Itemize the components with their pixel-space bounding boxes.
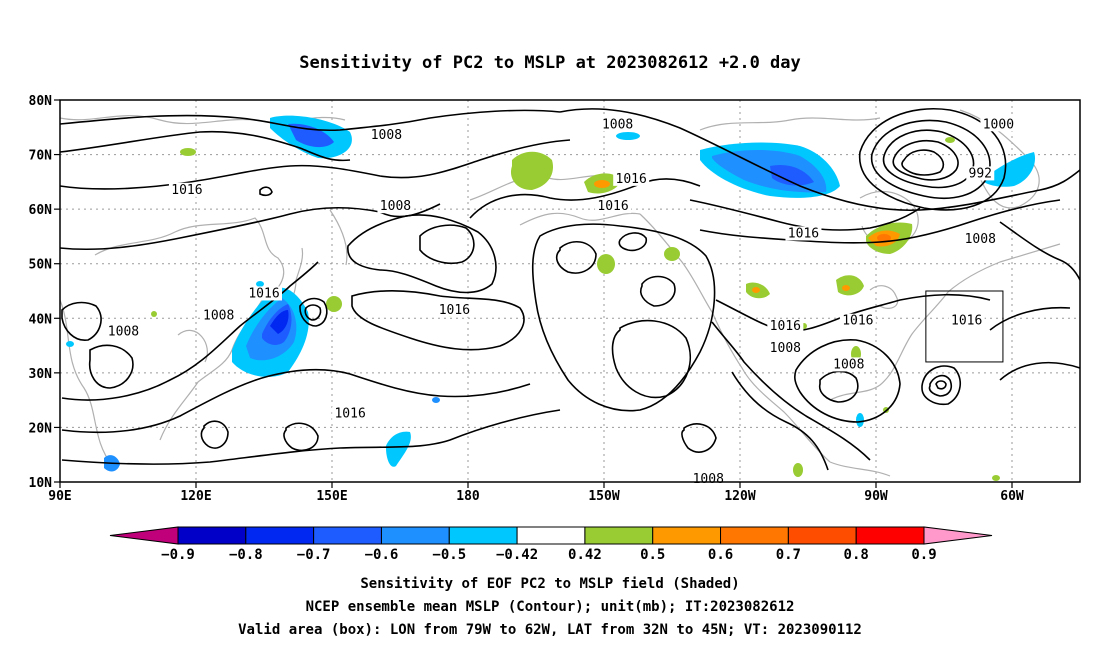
shade-blob: [664, 247, 680, 261]
map-title: Sensitivity of PC2 to MSLP at 2023082612…: [299, 53, 801, 73]
lon-tick-label: 90E: [48, 489, 71, 504]
colorbar-segment: [449, 527, 517, 544]
lat-tick-label: 60N: [29, 203, 53, 218]
contour-label: 1008: [833, 357, 864, 372]
lon-tick-label: 180: [456, 489, 480, 504]
lat-tick-label: 80N: [29, 94, 53, 109]
contour-label: 1008: [380, 199, 411, 214]
colorbar-end-right: [924, 527, 992, 544]
contour-label: 1016: [171, 183, 202, 198]
colorbar-tick-label: 0.6: [708, 547, 733, 563]
colorbar-tick-label: 0.8: [844, 547, 869, 563]
lon-tick-label: 60W: [1000, 489, 1024, 504]
lat-tick-label: 50N: [29, 258, 53, 273]
lon-tick-label: 150E: [316, 489, 347, 504]
caption-line-3: Valid area (box): LON from 79W to 62W, L…: [238, 622, 862, 638]
colorbar-tick-label: 0.7: [776, 547, 801, 563]
colorbar-segment: [585, 527, 653, 544]
shade-blob: [992, 475, 1000, 481]
lon-tick-label: 90W: [864, 489, 888, 504]
figure: Sensitivity of PC2 to MSLP at 2023082612…: [0, 0, 1100, 650]
lon-tick-label: 120W: [724, 489, 755, 504]
contour-label: 1016: [616, 172, 647, 187]
caption-line-2: NCEP ensemble mean MSLP (Contour); unit(…: [306, 599, 795, 615]
colorbar-segment: [517, 527, 585, 544]
colorbar-tick-label: 0.9: [911, 547, 936, 563]
contour-label: 1016: [439, 303, 470, 318]
colorbar-tick-label: −0.6: [365, 547, 399, 563]
caption-line-1: Sensitivity of EOF PC2 to MSLP field (Sh…: [360, 576, 739, 592]
colorbar: −0.9 −0.8 −0.7 −0.6 −0.5 −0.42 0.42 0.5 0.6 0.7 0.…: [110, 527, 992, 563]
shade-blob: [856, 413, 864, 427]
shade-blob: [945, 137, 955, 143]
contour-label: 1008: [693, 472, 724, 487]
colorbar-segment: [653, 527, 721, 544]
shade-blob: [180, 148, 196, 156]
colorbar-tick-label: −0.7: [297, 547, 331, 563]
shade-blob: [842, 285, 850, 291]
contour-label: 1016: [842, 314, 873, 329]
contour-label: 1008: [108, 325, 139, 340]
colorbar-segment: [856, 527, 924, 544]
contour-label: 1016: [788, 226, 819, 241]
lon-tick-label: 150W: [588, 489, 619, 504]
colorbar-tick-label: 0.5: [640, 547, 665, 563]
contour-label: 1016: [770, 319, 801, 334]
contour-label: 1008: [965, 232, 996, 247]
colorbar-segment: [314, 527, 382, 544]
colorbar-tick-label: −0.5: [432, 547, 466, 563]
shade-blob: [326, 296, 342, 312]
colorbar-tick-label: −0.9: [161, 547, 195, 563]
lon-tick-label: 120E: [180, 489, 211, 504]
longitude-axis: 90E 120E 150E 180 150W 120W 90W 60W: [48, 482, 1024, 504]
shade-blob: [66, 341, 74, 347]
contour-label: 1016: [334, 407, 365, 422]
lat-tick-label: 30N: [29, 367, 53, 382]
shade-blob: [432, 397, 440, 403]
contour-label: 1008: [203, 308, 234, 323]
shade-blob: [151, 311, 157, 317]
contour-label: 992: [969, 166, 992, 181]
contour-label: 1016: [951, 314, 982, 329]
colorbar-tick-label: −0.8: [229, 547, 263, 563]
latitude-axis: 80N 70N 60N 50N 40N 30N 20N 10N: [29, 94, 60, 491]
lat-tick-label: 40N: [29, 312, 53, 327]
map-panel: 1008 1016 1008 1016 1008 1008 1016 1016 1008 1016…: [29, 94, 1080, 504]
colorbar-segment: [381, 527, 449, 544]
colorbar-segment: [788, 527, 856, 544]
colorbar-segment: [246, 527, 314, 544]
lat-tick-label: 20N: [29, 421, 53, 436]
shade-blob: [793, 463, 803, 477]
colorbar-segment: [721, 527, 789, 544]
contour-label: 1008: [602, 117, 633, 132]
shade-blob: [752, 287, 760, 293]
lat-tick-label: 70N: [29, 149, 53, 164]
shade-blob: [594, 180, 610, 188]
contour-label: 1008: [371, 128, 402, 143]
contour-label: 1000: [983, 117, 1014, 132]
colorbar-tick-label: 0.42: [568, 547, 602, 563]
shade-blob: [597, 254, 615, 274]
contour-label: 1008: [770, 341, 801, 356]
shade-blob: [616, 132, 640, 140]
colorbar-end-left: [110, 527, 178, 544]
colorbar-tick-label: −0.42: [496, 547, 538, 563]
colorbar-segment: [178, 527, 246, 544]
contour-label: 1016: [597, 199, 628, 214]
contour-label: 1016: [248, 286, 279, 301]
